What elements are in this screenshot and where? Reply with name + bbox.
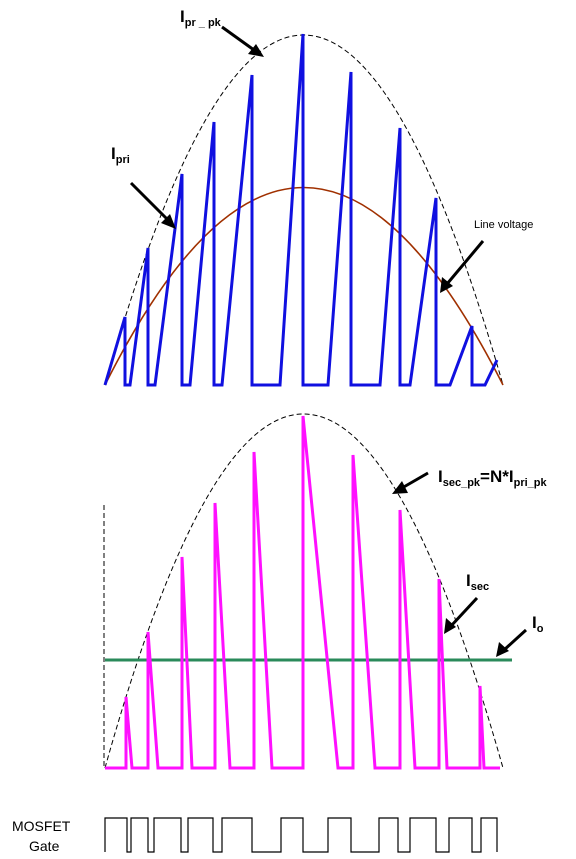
mosfet-label: MOSFET — [12, 818, 71, 834]
mosfet-gate-signal — [105, 818, 497, 852]
primary-current-waveform — [105, 34, 497, 385]
ipr-pk-label: Ipr _ pk — [180, 7, 222, 29]
io-arrow — [496, 630, 526, 657]
ipri-label: Ipri — [111, 144, 130, 166]
isec-pk-label: Isec_pk=N*Ipri_pk — [438, 467, 547, 489]
line-voltage-arrow — [440, 241, 483, 293]
primary-current-panel — [105, 34, 503, 385]
ipr-pk-arrow — [222, 27, 264, 57]
io-label: Io — [532, 613, 544, 635]
ipri-arrow — [131, 183, 176, 229]
line-voltage-label: Line voltage — [474, 219, 533, 231]
isec-label: Isec — [466, 571, 489, 593]
isec-pk-arrow — [392, 473, 428, 494]
gate-label: Gate — [29, 838, 60, 854]
secondary-current-panel — [104, 414, 512, 768]
